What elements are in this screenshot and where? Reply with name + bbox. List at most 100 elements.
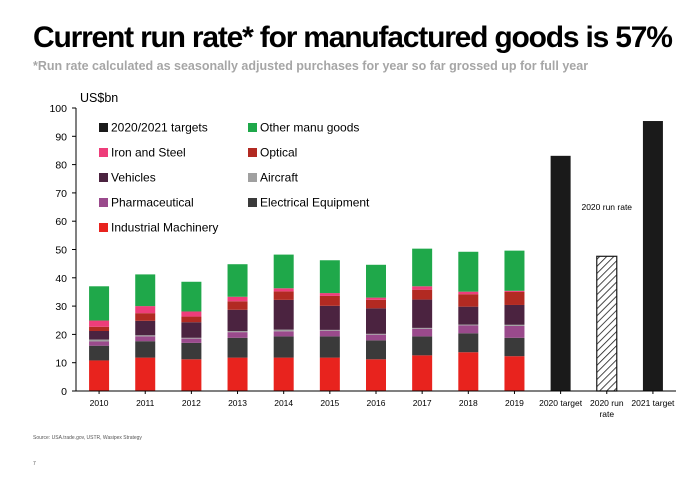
- bar-segment: [319, 293, 340, 296]
- bar-segment: [89, 345, 110, 361]
- bar-segment: [458, 251, 479, 292]
- bar-segment: [181, 281, 202, 312]
- bar-segment: [273, 329, 294, 332]
- legend-label: Vehicles: [111, 171, 156, 185]
- bar-segment: [458, 324, 479, 326]
- bar-segment: [181, 316, 202, 323]
- bar-segment: [273, 357, 294, 391]
- bar-segment: [458, 333, 479, 353]
- y-tick-label: 10: [55, 358, 67, 370]
- y-tick-label: 100: [49, 103, 67, 115]
- legend-swatch: [99, 148, 108, 157]
- x-tick-label: 2010: [90, 398, 109, 408]
- bar-segment: [458, 294, 479, 307]
- legend-swatch: [99, 173, 108, 182]
- legend-swatch: [99, 223, 108, 232]
- bar-segment: [412, 299, 433, 328]
- bar-segment: [412, 336, 433, 356]
- bar-segment: [504, 337, 525, 357]
- x-tick-label: 2015: [320, 398, 339, 408]
- x-tick-label: 2013: [228, 398, 247, 408]
- bar-segment: [135, 313, 156, 321]
- bar-segment: [89, 341, 110, 346]
- bar-segment: [596, 255, 618, 392]
- annotation-label: 2020 run rate: [581, 202, 632, 212]
- bar-segment: [412, 328, 433, 337]
- bar-segment: [458, 325, 479, 334]
- bar-segment: [458, 306, 479, 325]
- bar-segment: [89, 331, 110, 340]
- bar-segment: [273, 299, 294, 330]
- legend-swatch: [248, 173, 257, 182]
- bar-segment: [135, 336, 156, 342]
- bar-segment: [412, 327, 433, 329]
- y-tick-label: 70: [55, 188, 67, 200]
- annotations: 2020 run rate: [581, 202, 632, 212]
- bar-segment: [181, 337, 202, 339]
- bar-segment: [366, 299, 386, 309]
- legend-label: Electrical Equipment: [260, 196, 370, 210]
- y-tick-label: 80: [55, 160, 67, 172]
- x-tick-label: 2020 run rate: [590, 398, 624, 419]
- bar-segment: [135, 341, 156, 358]
- bar-segment: [181, 342, 202, 360]
- y-tick-label: 40: [55, 273, 67, 285]
- bar-segment: [227, 357, 248, 391]
- bar-segment: [181, 322, 202, 338]
- legend-label: Other manu goods: [260, 121, 359, 135]
- bar-segment: [273, 336, 294, 358]
- x-tick-label: 2021 target: [631, 398, 675, 408]
- bar-segment: [458, 352, 479, 391]
- bar-segment: [273, 291, 294, 300]
- bar-segment: [412, 355, 433, 391]
- bar-segment: [412, 286, 433, 290]
- bar-segment: [319, 260, 340, 294]
- bar-segment: [135, 335, 156, 337]
- x-tick-label: 2014: [274, 398, 293, 408]
- bar-segment: [227, 337, 248, 358]
- bar-segment: [366, 334, 386, 341]
- bar-segment: [135, 274, 156, 307]
- legend-label: Iron and Steel: [111, 146, 186, 160]
- bar-segment: [366, 340, 386, 360]
- bar-segment: [504, 356, 525, 391]
- bar-segment: [458, 291, 479, 295]
- legend: 2020/2021 targets Other manu goods Iron an…: [99, 121, 370, 235]
- legend-label: Optical: [260, 146, 297, 160]
- x-tick-label: 2017: [413, 398, 432, 408]
- legend-label: Aircraft: [260, 171, 299, 185]
- bar-segment: [504, 304, 525, 325]
- source-note: Source: USA.trade.gov, USTR, Wasipex Str…: [33, 435, 142, 441]
- chart-title: Current run rate* for manufactured goods…: [33, 21, 673, 54]
- legend-label: Pharmaceutical: [111, 196, 194, 210]
- bar-segment: [366, 264, 386, 298]
- bar-segment: [227, 331, 248, 333]
- bar-segment: [366, 297, 386, 300]
- bar-segment: [504, 324, 525, 326]
- bar-segment: [89, 320, 110, 327]
- bar-segment: [227, 296, 248, 302]
- y-tick-label: 20: [55, 329, 67, 341]
- bar-segment: [319, 330, 340, 337]
- bar-segment: [319, 329, 340, 331]
- bar-group: [89, 121, 663, 392]
- chart-subtitle: *Run rate calculated as seasonally adjus…: [33, 59, 589, 73]
- bar-segment: [319, 336, 340, 358]
- bar-segment: [135, 357, 156, 391]
- y-tick-label: 60: [55, 216, 67, 228]
- unit-label: US$bn: [80, 91, 118, 105]
- bar-segment: [181, 359, 202, 391]
- bar-segment: [504, 325, 525, 338]
- x-tick-label: 2019: [505, 398, 524, 408]
- y-tick-label: 0: [61, 386, 67, 398]
- bar-segment: [227, 332, 248, 338]
- page-number: 7: [33, 461, 36, 467]
- legend-swatch: [99, 198, 108, 207]
- bar-segment: [89, 326, 110, 332]
- bar-segment: [135, 306, 156, 314]
- x-tick-label: 2018: [459, 398, 478, 408]
- bar-segment: [273, 288, 294, 292]
- bar-segment: [181, 311, 202, 317]
- bar-segment: [412, 248, 433, 287]
